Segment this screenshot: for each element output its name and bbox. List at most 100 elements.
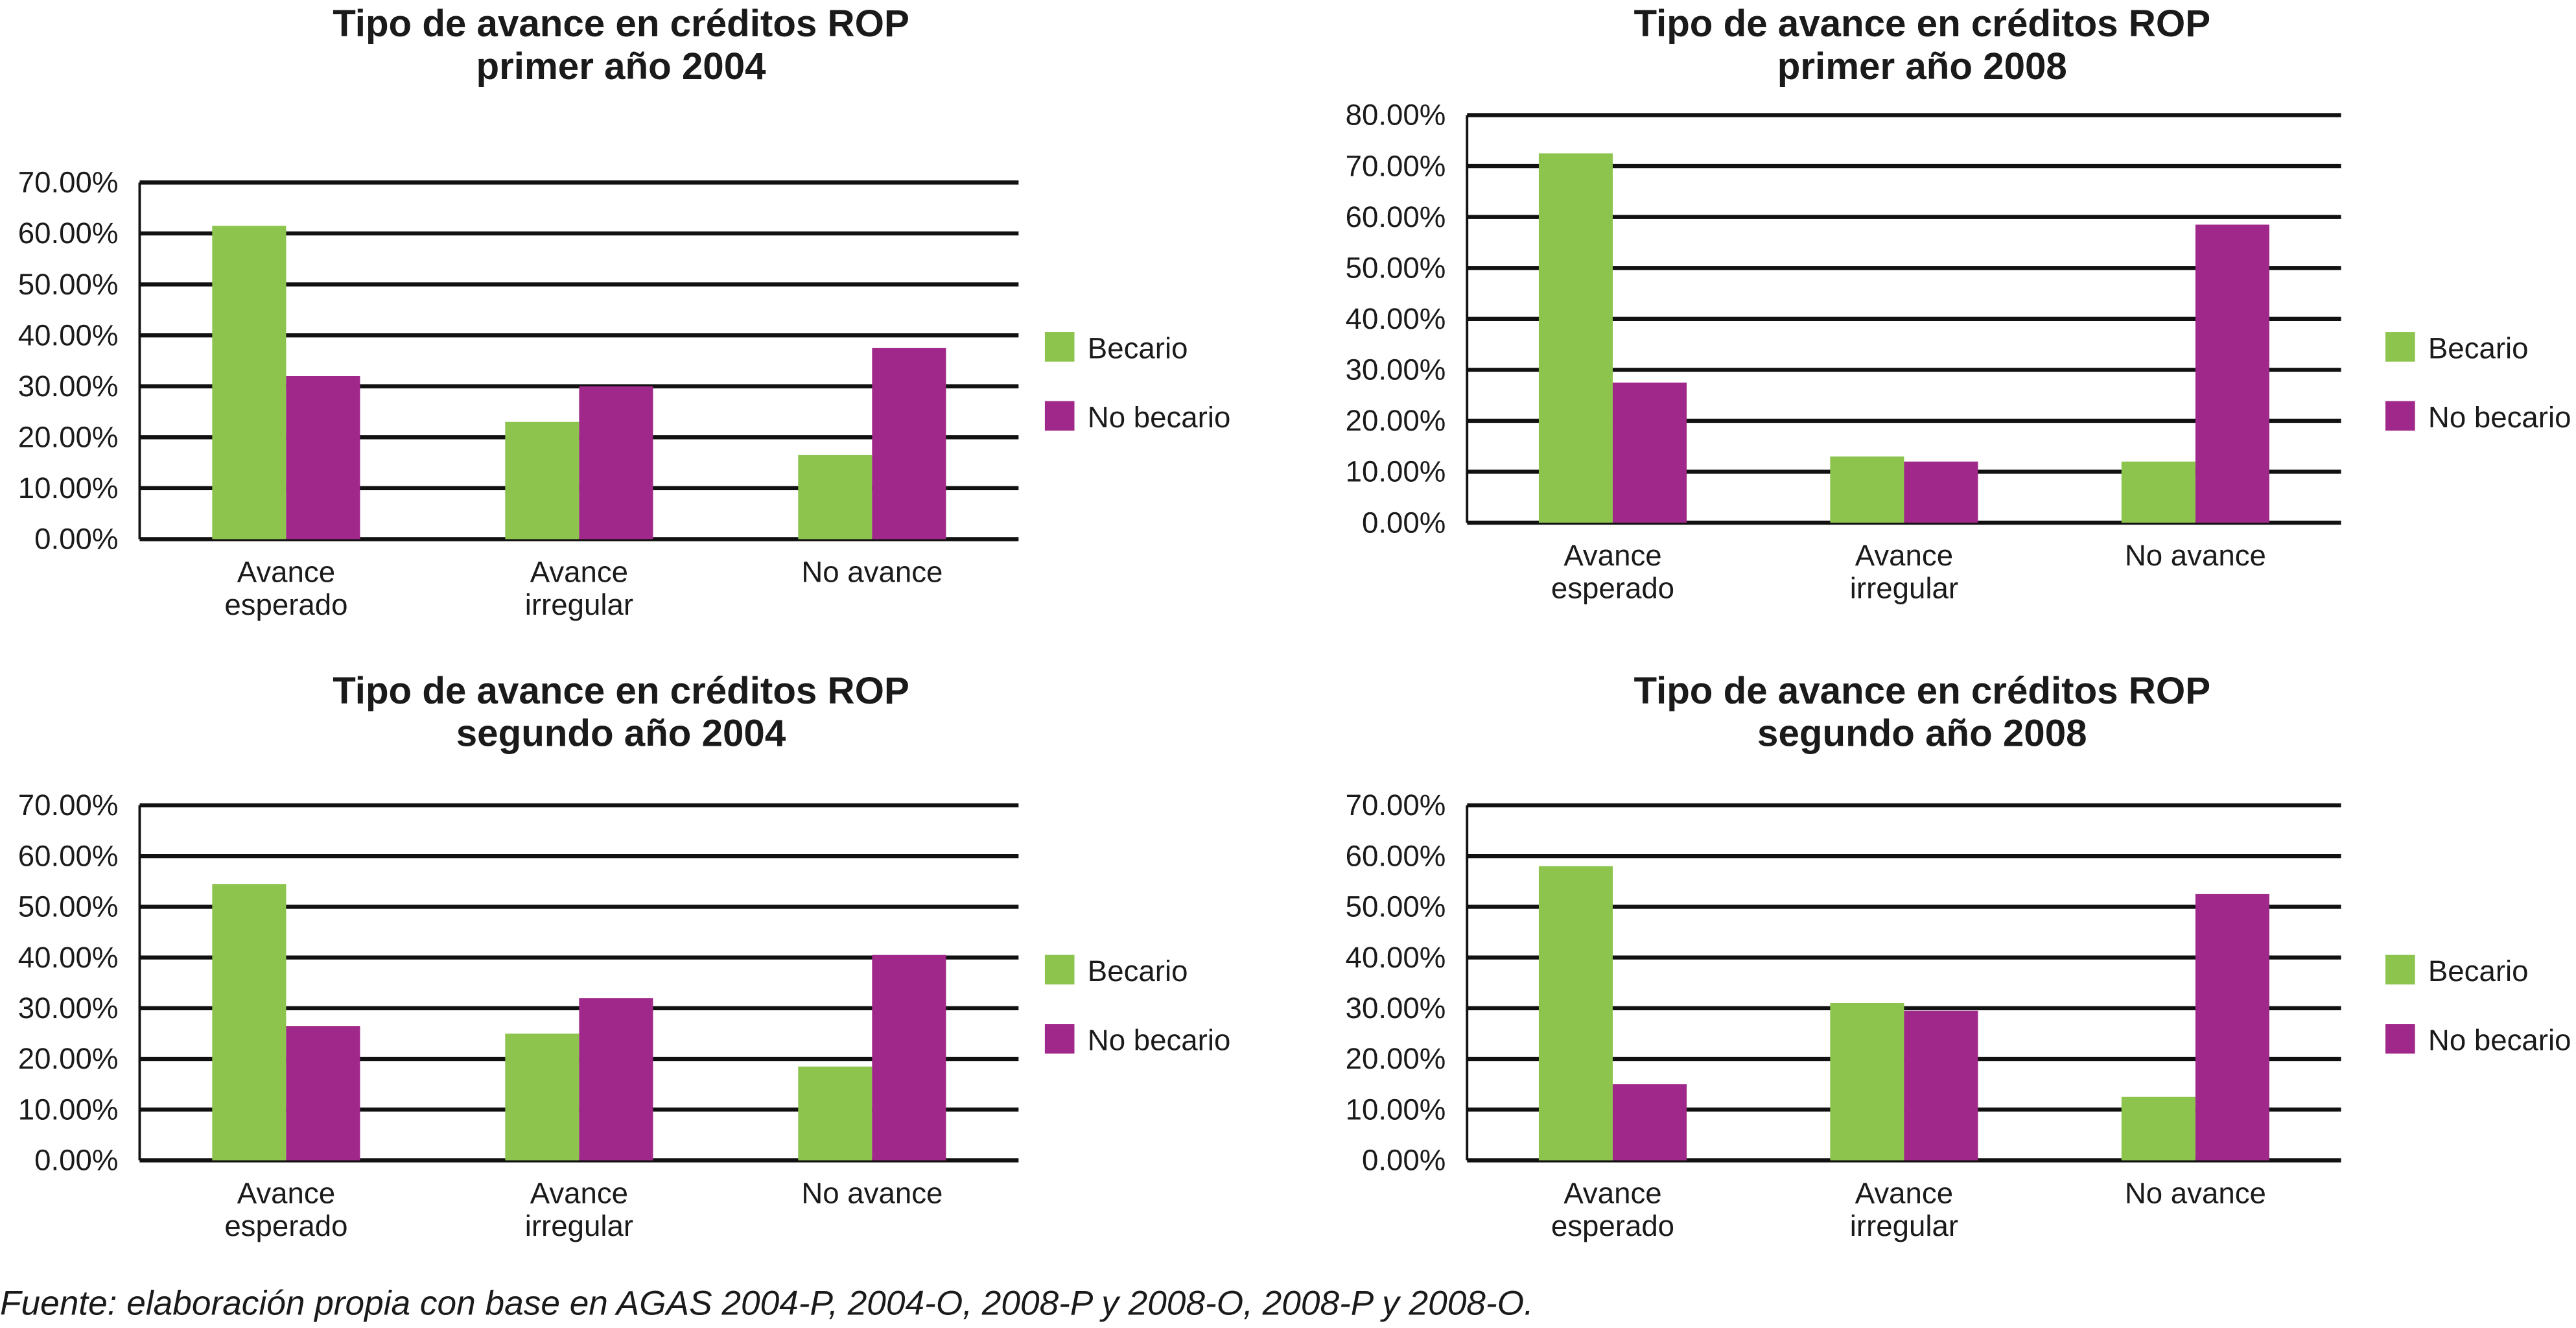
legend-swatch xyxy=(1044,401,1075,431)
x-tick-label: No avance xyxy=(801,1176,943,1209)
legend-swatch xyxy=(2385,401,2415,431)
legend-label: Becario xyxy=(1088,954,1188,988)
bar xyxy=(212,884,287,1161)
y-tick-label: 60.00% xyxy=(18,839,119,872)
y-tick-label: 70.00% xyxy=(18,788,119,822)
y-tick-label: 40.00% xyxy=(18,941,119,974)
bar xyxy=(505,421,580,540)
x-tick-label: esperado xyxy=(1551,572,1674,605)
bar xyxy=(2121,1097,2195,1161)
y-tick-label: 60.00% xyxy=(1346,839,1446,872)
x-tick-label: esperado xyxy=(1551,1209,1674,1242)
bar xyxy=(1612,383,1687,523)
y-tick-label: 50.00% xyxy=(1346,251,1446,284)
y-tick-label: 40.00% xyxy=(18,318,119,351)
legend-swatch xyxy=(1044,332,1075,362)
y-tick-label: 30.00% xyxy=(1346,991,1446,1025)
x-tick-label: No avance xyxy=(801,555,943,588)
legend-label: Becario xyxy=(2428,332,2529,365)
chart-title: segundo año 2008 xyxy=(1757,713,2087,755)
y-tick-label: 40.00% xyxy=(1346,941,1446,974)
x-tick-label: Avance xyxy=(1855,539,1953,572)
y-tick-label: 20.00% xyxy=(18,420,119,453)
bar xyxy=(212,226,287,540)
y-tick-label: 50.00% xyxy=(1346,890,1446,923)
x-tick-label: Avance xyxy=(237,1176,335,1209)
bar xyxy=(286,376,360,540)
legend-label: No becario xyxy=(2428,401,2571,434)
y-tick-label: 60.00% xyxy=(18,217,119,250)
x-tick-label: irregular xyxy=(1850,572,1958,605)
legend-swatch xyxy=(2385,332,2415,362)
x-tick-label: irregular xyxy=(525,588,633,621)
x-tick-label: Avance xyxy=(237,555,335,588)
legend-swatch xyxy=(1044,954,1075,985)
bar xyxy=(505,1033,580,1161)
bar xyxy=(286,1026,360,1161)
x-tick-label: irregular xyxy=(525,1209,633,1242)
bar xyxy=(1612,1084,1687,1161)
y-tick-label: 0.00% xyxy=(34,1144,118,1177)
chart-title: Tipo de avance en créditos ROP xyxy=(333,3,909,45)
y-tick-label: 30.00% xyxy=(18,370,119,403)
x-tick-label: Avance xyxy=(530,1176,628,1209)
y-tick-label: 20.00% xyxy=(1346,1042,1446,1075)
chart-title: primer año 2008 xyxy=(1777,45,2067,88)
bar xyxy=(798,455,872,540)
x-tick-label: Avance xyxy=(530,555,628,588)
y-tick-label: 20.00% xyxy=(1346,404,1446,437)
chart-title: Tipo de avance en créditos ROP xyxy=(333,670,909,712)
y-tick-label: 40.00% xyxy=(1346,302,1446,335)
bar xyxy=(1538,153,1613,523)
y-tick-label: 10.00% xyxy=(18,1093,119,1126)
y-tick-label: 0.00% xyxy=(34,523,118,556)
source-note: Fuente: elaboración propia con base en A… xyxy=(0,1285,1534,1323)
bar xyxy=(872,954,946,1161)
y-tick-label: 30.00% xyxy=(1346,353,1446,386)
bar xyxy=(1904,461,1978,523)
legend-label: Becario xyxy=(2428,954,2529,988)
x-tick-label: No avance xyxy=(2125,1176,2266,1209)
bar xyxy=(579,998,653,1161)
bar xyxy=(2195,894,2269,1161)
bar xyxy=(579,386,653,540)
bar xyxy=(1538,866,1613,1161)
x-tick-label: No avance xyxy=(2125,539,2266,572)
chart-title: Tipo de avance en créditos ROP xyxy=(1633,670,2210,712)
legend-label: No becario xyxy=(1088,1024,1231,1057)
bar xyxy=(1904,1010,1978,1161)
y-tick-label: 0.00% xyxy=(1362,506,1446,539)
bar xyxy=(872,348,946,540)
y-tick-label: 20.00% xyxy=(18,1042,119,1075)
bar xyxy=(1830,1002,1904,1161)
legend-label: No becario xyxy=(2428,1024,2571,1057)
y-tick-label: 0.00% xyxy=(1362,1144,1446,1177)
legend-swatch xyxy=(1044,1024,1075,1054)
chart-title: Tipo de avance en créditos ROP xyxy=(1633,3,2210,45)
y-tick-label: 10.00% xyxy=(1346,1093,1446,1126)
y-tick-label: 70.00% xyxy=(1346,149,1446,182)
x-tick-label: esperado xyxy=(224,588,347,621)
y-tick-label: 70.00% xyxy=(18,166,119,199)
bar xyxy=(2121,461,2195,523)
y-tick-label: 30.00% xyxy=(18,991,119,1025)
legend-label: No becario xyxy=(1088,401,1231,434)
y-tick-label: 60.00% xyxy=(1346,200,1446,233)
bar xyxy=(798,1066,872,1161)
chart-title: primer año 2004 xyxy=(476,45,766,88)
y-tick-label: 80.00% xyxy=(1346,99,1446,132)
y-tick-label: 10.00% xyxy=(1346,455,1446,488)
chart-title: segundo año 2004 xyxy=(456,713,786,755)
bar xyxy=(1830,456,1904,523)
x-tick-label: esperado xyxy=(224,1209,347,1242)
bar xyxy=(2195,224,2269,523)
y-tick-label: 50.00% xyxy=(18,890,119,923)
legend-label: Becario xyxy=(1088,332,1188,365)
x-tick-label: Avance xyxy=(1563,1176,1661,1209)
legend-swatch xyxy=(2385,1024,2415,1054)
y-tick-label: 10.00% xyxy=(18,471,119,504)
legend-swatch xyxy=(2385,954,2415,985)
y-tick-label: 50.00% xyxy=(18,268,119,301)
x-tick-label: irregular xyxy=(1850,1209,1958,1242)
